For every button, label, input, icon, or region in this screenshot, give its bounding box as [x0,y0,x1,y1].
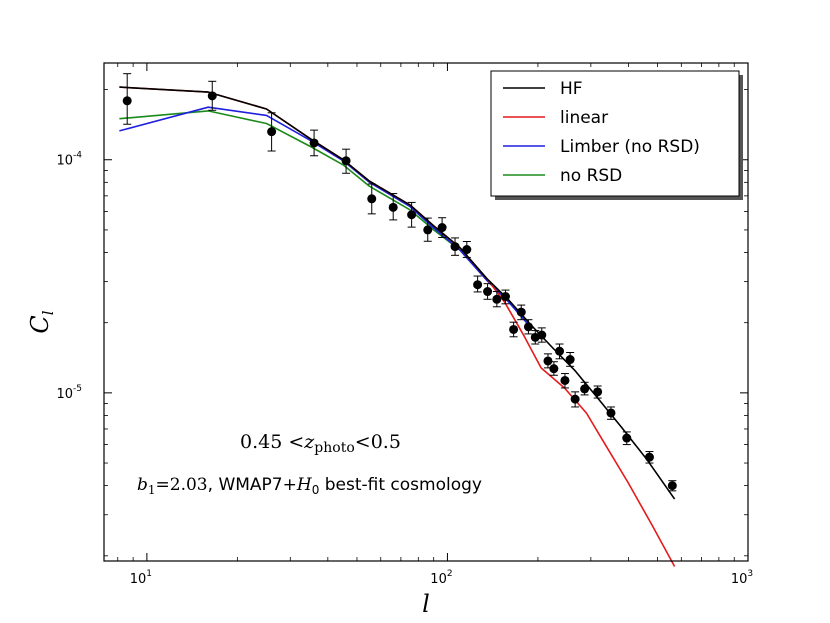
data-point [500,292,510,302]
data-point [437,223,447,233]
bias-value: =2.03 [156,475,208,495]
bias-symbol: b [137,475,148,495]
data-point [407,210,417,220]
data-point [606,408,616,418]
x-axis-label: l [422,590,430,618]
lt-symbol-2: < [355,431,371,453]
data-point [580,384,590,394]
data-point [267,127,277,137]
data-point [207,91,217,101]
data-point [537,330,547,340]
cosmology-annotation: b1=2.03, WMAP7+H0 best-fit cosmology [137,475,482,497]
y-axis-label: Cl [26,310,57,333]
data-point [516,307,526,317]
hubble-sub: 0 [312,483,320,497]
legend: HF linear Limber (no RSD) no RSD [490,70,743,200]
data-point [555,346,565,356]
data-point [560,375,570,385]
data-point [644,452,654,462]
y-axis-label-main: C [26,315,54,333]
data-point [622,433,632,443]
data-point [483,287,493,297]
data-point [450,242,460,252]
x-tick-exponent: 2 [447,569,453,579]
data-point [473,280,483,290]
hubble-symbol: H [296,475,313,495]
data-point [122,96,132,106]
data-point [549,364,559,374]
x-tick-exponent: 1 [146,569,152,579]
data-point [509,324,519,334]
redshift-z: z [303,431,315,453]
data-point [423,225,433,235]
bias-sub: 1 [148,483,156,497]
legend-label: HF [560,79,583,99]
redshift-low: 0.45 [240,431,282,453]
data-point [667,481,677,491]
legend-label: linear [560,108,608,128]
y-tick-exponent: -4 [73,151,82,161]
data-point [565,355,575,365]
data-point [367,194,377,204]
y-axis-label-sub: l [39,310,57,315]
data-point [309,138,319,148]
series-line-hf [119,86,676,500]
y-tick-exponent: -5 [73,384,82,394]
lt-symbol-1: < [288,431,304,453]
legend-label: no RSD [560,166,622,186]
cosmo-tail: best-fit cosmology [319,475,482,495]
plot-frame [103,62,749,562]
legend-entries: HF linear Limber (no RSD) no RSD [503,79,700,186]
data-point [593,387,603,397]
redshift-sub: photo [314,440,354,456]
data-point [388,202,398,212]
legend-label: Limber (no RSD) [560,137,700,157]
data-point [341,156,351,166]
redshift-annotation: 0.45 <zphoto<0.5 [240,431,401,456]
data-point [523,322,533,332]
cosmo-text: , WMAP7+ [208,475,297,495]
x-tick-exponent: 3 [747,569,753,579]
data-point [462,245,472,255]
data-point [543,356,553,366]
data-points-layer [122,73,677,492]
redshift-high: 0.5 [371,431,401,453]
data-point [570,394,580,404]
data-point [492,294,502,304]
